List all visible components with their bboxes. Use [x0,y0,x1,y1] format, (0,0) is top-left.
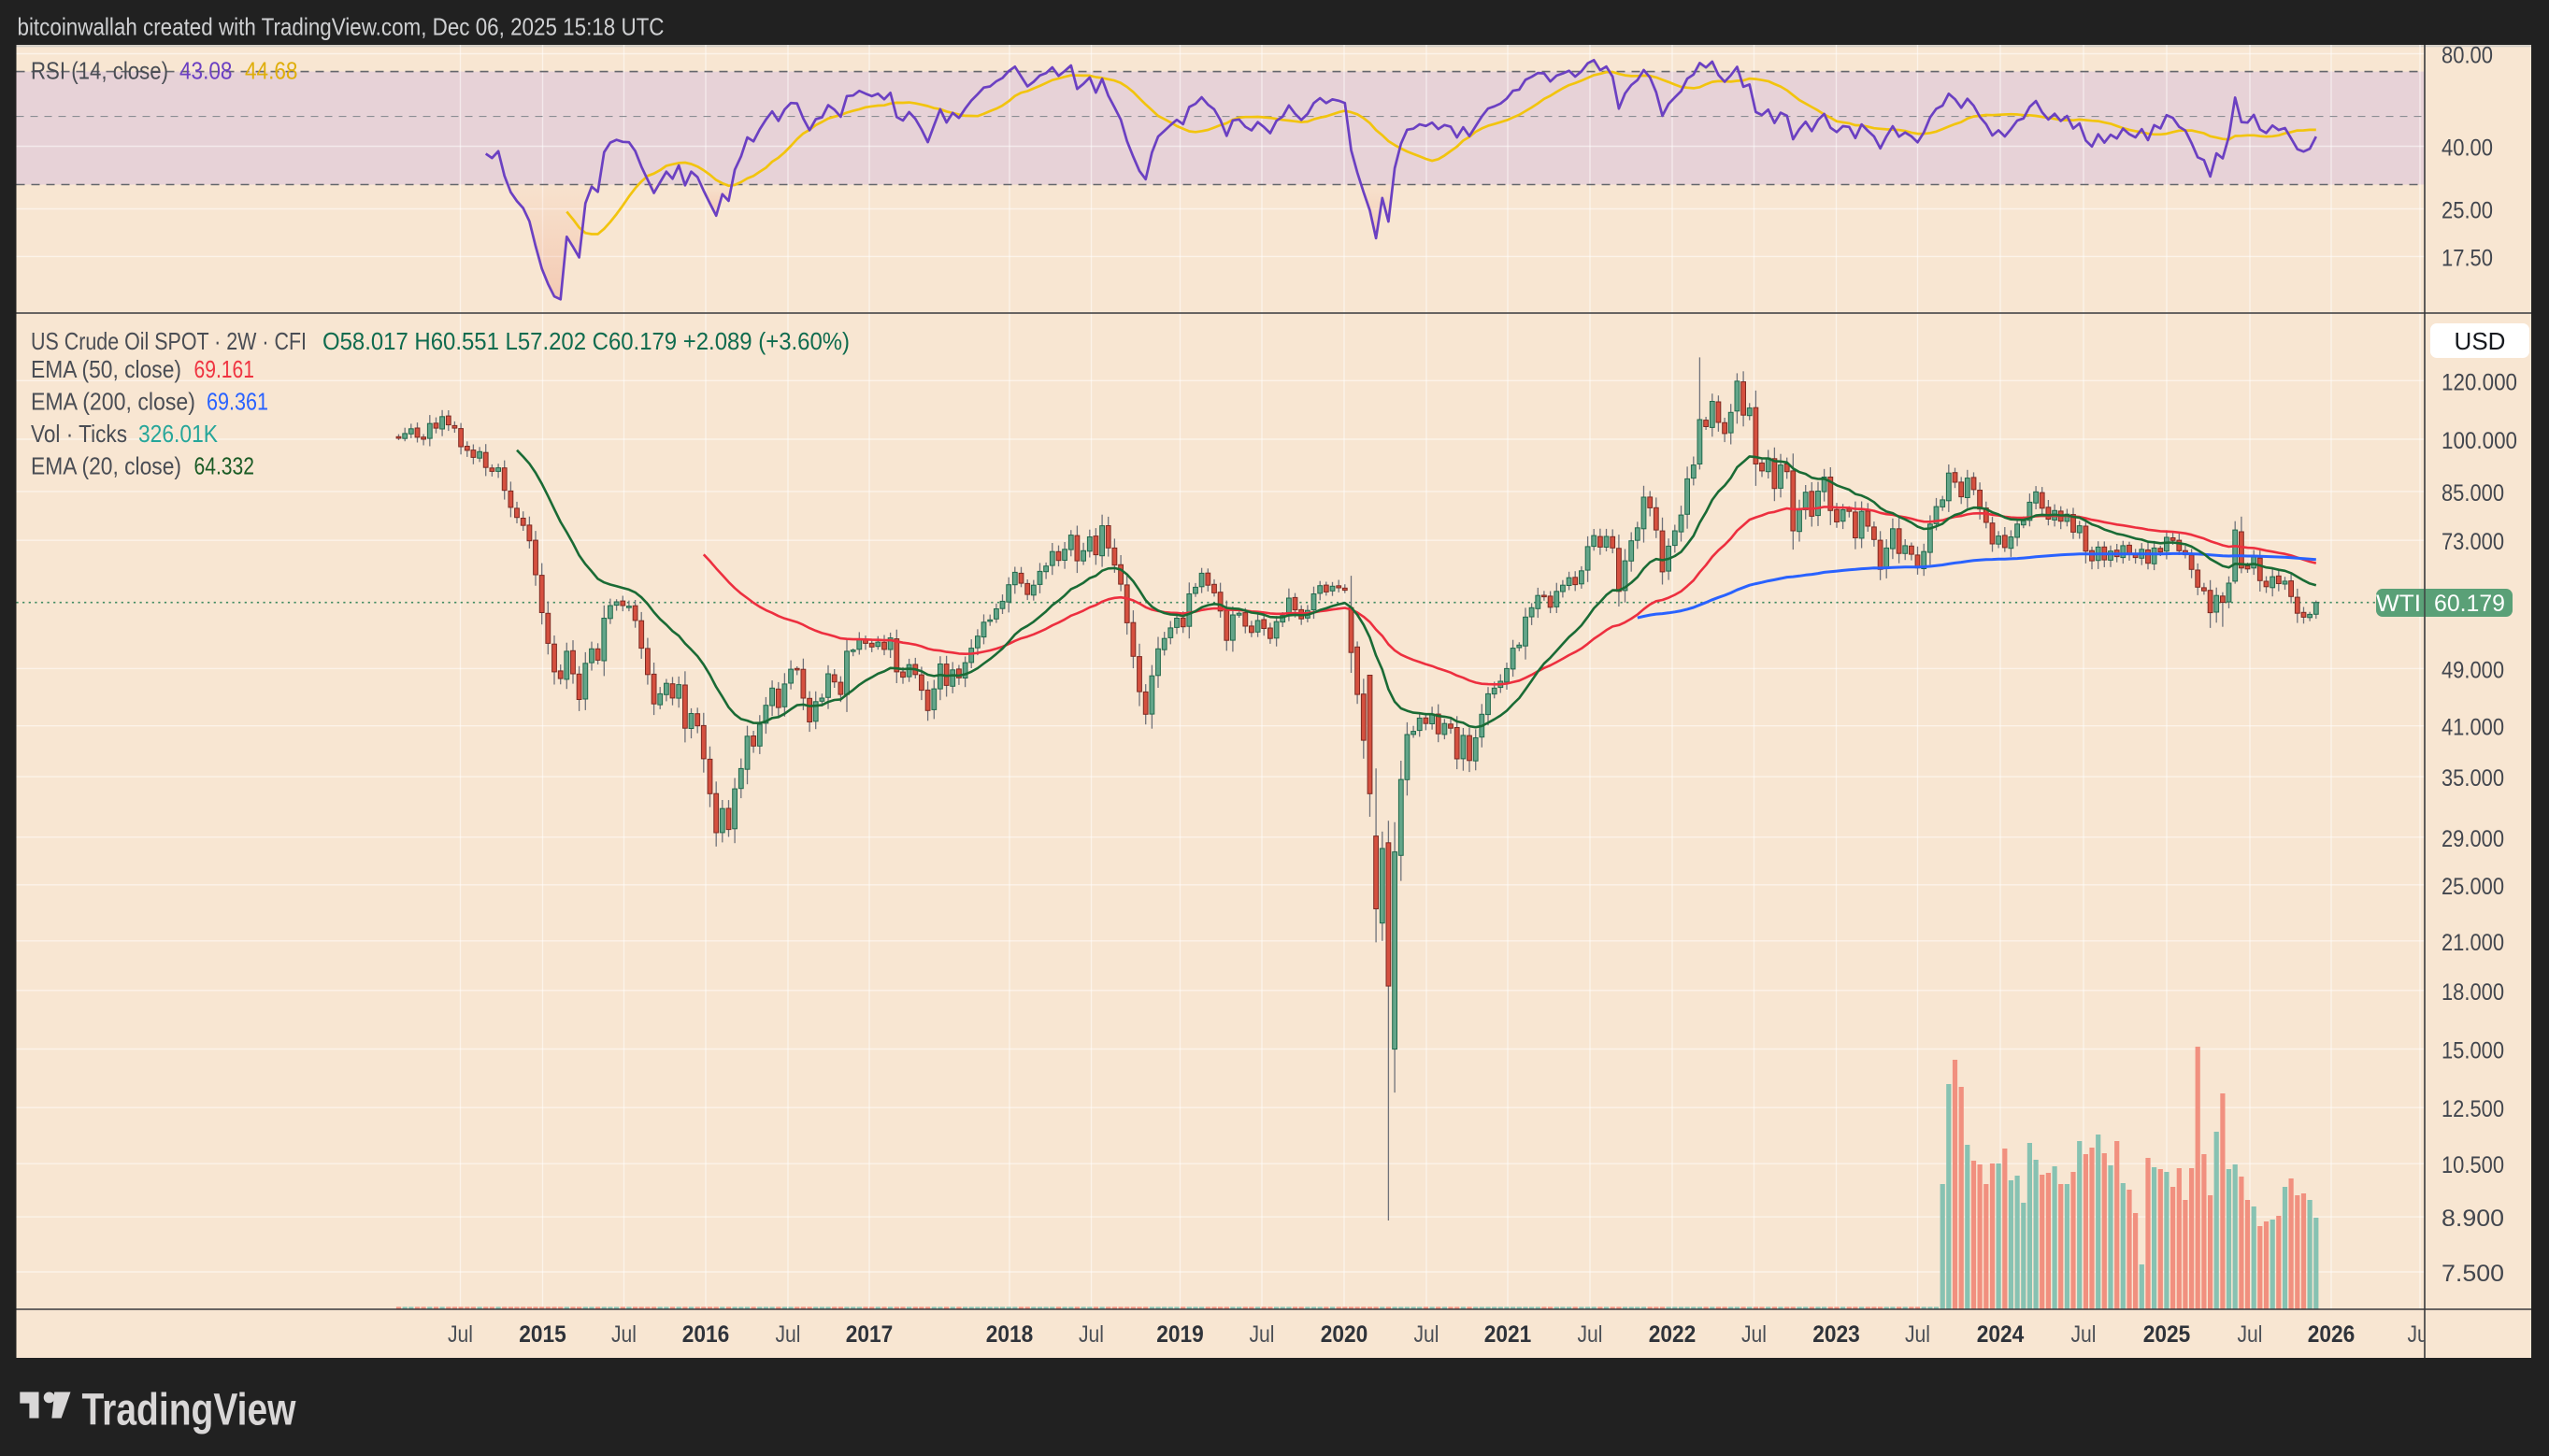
svg-text:Jul: Jul [2071,1321,2097,1348]
svg-text:USD: USD [2455,327,2506,355]
svg-text:25.000: 25.000 [2442,874,2504,900]
svg-text:O58.017 H60.551 L57.202 C60: O58.017 H60.551 L57.202 C60.179 +2.089 (… [322,327,850,355]
svg-text:10.500: 10.500 [2442,1152,2504,1178]
svg-text:2019: 2019 [1156,1321,1204,1348]
svg-text:64.332: 64.332 [194,452,255,480]
svg-text:RSI (14, close): RSI (14, close) [31,57,168,85]
svg-text:Jul: Jul [1905,1321,1930,1348]
svg-text:2024: 2024 [1977,1321,2025,1348]
svg-text:7.500: 7.500 [2442,1261,2504,1287]
svg-text:Jul: Jul [1578,1321,1603,1348]
svg-text:43.08: 43.08 [179,57,233,85]
svg-text:69.361: 69.361 [207,388,268,416]
svg-text:2020: 2020 [1321,1321,1368,1348]
svg-text:12.500: 12.500 [2442,1096,2504,1122]
svg-text:2023: 2023 [1812,1321,1860,1348]
svg-text:21.000: 21.000 [2442,930,2504,956]
svg-text:Jul: Jul [1250,1321,1275,1348]
svg-text:15.000: 15.000 [2442,1038,2504,1064]
svg-text:Vol · Ticks: Vol · Ticks [31,420,127,448]
svg-text:2015: 2015 [519,1321,566,1348]
svg-text:25.00: 25.00 [2442,198,2493,224]
svg-text:49.000: 49.000 [2442,657,2504,683]
svg-text:85.000: 85.000 [2442,480,2504,507]
svg-text:Jul: Jul [776,1321,801,1348]
svg-text:73.000: 73.000 [2442,529,2504,555]
svg-text:Jul: Jul [2238,1321,2263,1348]
svg-text:EMA (50, close): EMA (50, close) [31,355,181,383]
svg-text:EMA (200, close): EMA (200, close) [31,388,195,416]
svg-text:80.00: 80.00 [2442,43,2493,69]
svg-text:Jul: Jul [1741,1321,1767,1348]
svg-text:TradingView: TradingView [82,1386,297,1435]
svg-text:326.01K: 326.01K [138,420,219,448]
svg-text:EMA (20, close): EMA (20, close) [31,452,181,480]
svg-text:2017: 2017 [846,1321,894,1348]
svg-text:WTI: WTI [2376,591,2421,617]
svg-text:Jul: Jul [1414,1321,1439,1348]
svg-text:44.68: 44.68 [245,57,298,85]
svg-text:29.000: 29.000 [2442,826,2504,852]
svg-text:bitcoinwallah created with Tra: bitcoinwallah created with TradingView.c… [18,13,665,41]
svg-text:18.000: 18.000 [2442,979,2504,1006]
svg-text:60.179: 60.179 [2434,591,2505,617]
svg-text:US Crude Oil SPOT · 2W · CFI: US Crude Oil SPOT · 2W · CFI [31,327,307,355]
svg-text:Jul: Jul [1079,1321,1104,1348]
svg-text:Jul: Jul [2408,1321,2433,1348]
svg-text:Jul: Jul [448,1321,473,1348]
svg-text:100.000: 100.000 [2442,428,2517,454]
svg-text:2025: 2025 [2143,1321,2191,1348]
svg-text:69.161: 69.161 [194,355,255,383]
svg-text:2016: 2016 [682,1321,730,1348]
svg-text:2021: 2021 [1484,1321,1532,1348]
svg-text:2026: 2026 [2308,1321,2356,1348]
svg-text:120.000: 120.000 [2442,369,2517,395]
svg-text:2022: 2022 [1649,1321,1697,1348]
svg-text:17.50: 17.50 [2442,245,2493,271]
svg-text:2018: 2018 [986,1321,1034,1348]
svg-text:8.900: 8.900 [2442,1206,2504,1232]
svg-text:Jul: Jul [611,1321,637,1348]
svg-text:40.00: 40.00 [2442,136,2493,162]
svg-text:41.000: 41.000 [2442,715,2504,741]
svg-text:35.000: 35.000 [2442,765,2504,792]
